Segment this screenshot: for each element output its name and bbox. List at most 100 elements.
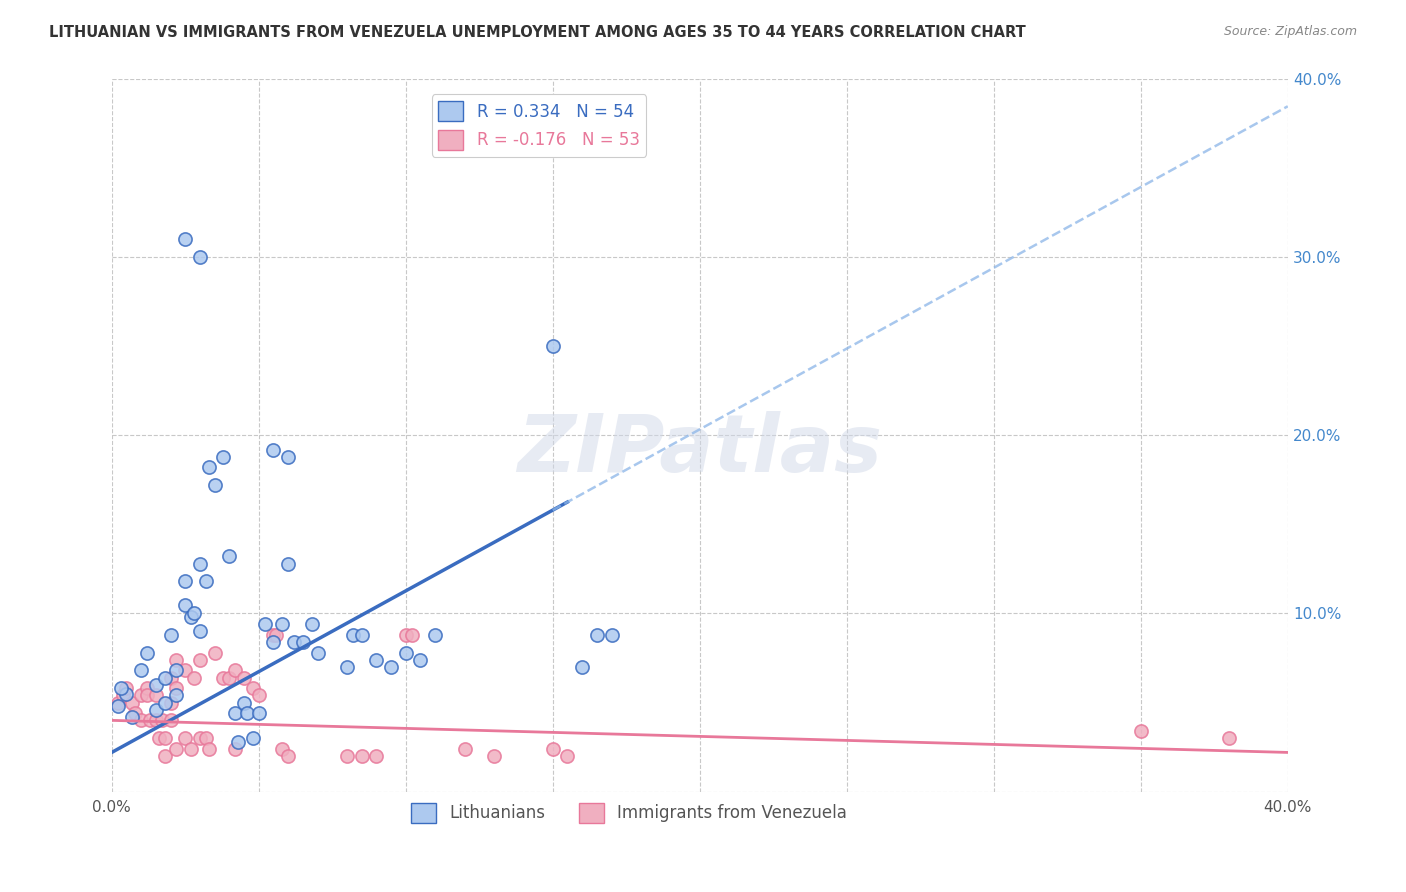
Point: [401, 628, 423, 642]
Point: [159, 628, 181, 642]
Point: [600, 628, 623, 642]
Point: [242, 681, 264, 696]
Point: [233, 696, 256, 710]
Point: [110, 681, 132, 696]
Point: [380, 660, 402, 674]
Point: [115, 681, 138, 696]
Point: [129, 689, 152, 703]
Point: [283, 635, 305, 649]
Point: [174, 598, 197, 612]
Point: [139, 714, 162, 728]
Point: [366, 653, 388, 667]
Point: [541, 742, 564, 756]
Point: [183, 607, 205, 621]
Point: [291, 635, 314, 649]
Point: [180, 610, 202, 624]
Point: [121, 710, 143, 724]
Point: [107, 699, 129, 714]
Point: [409, 653, 432, 667]
Point: [262, 635, 284, 649]
Point: [159, 714, 181, 728]
Point: [159, 671, 181, 685]
Point: [107, 696, 129, 710]
Point: [212, 671, 235, 685]
Point: [153, 749, 176, 764]
Point: [174, 574, 197, 589]
Point: [165, 742, 187, 756]
Point: [395, 646, 418, 660]
Point: [350, 628, 373, 642]
Point: [342, 628, 364, 642]
Point: [236, 706, 259, 721]
Point: [165, 681, 187, 696]
Point: [165, 664, 187, 678]
Point: [112, 689, 135, 703]
Point: [188, 731, 211, 746]
Point: [204, 478, 226, 492]
Point: [247, 689, 270, 703]
Point: [180, 742, 202, 756]
Point: [262, 442, 284, 457]
Point: [350, 749, 373, 764]
Point: [183, 671, 205, 685]
Point: [226, 735, 249, 749]
Point: [366, 749, 388, 764]
Text: LITHUANIAN VS IMMIGRANTS FROM VENEZUELA UNEMPLOYMENT AMONG AGES 35 TO 44 YEARS C: LITHUANIAN VS IMMIGRANTS FROM VENEZUELA …: [49, 25, 1026, 40]
Point: [188, 250, 211, 264]
Point: [115, 687, 138, 701]
Point: [174, 731, 197, 746]
Point: [224, 706, 246, 721]
Point: [242, 731, 264, 746]
Point: [218, 671, 240, 685]
Point: [145, 678, 167, 692]
Point: [188, 557, 211, 571]
Point: [145, 689, 167, 703]
Point: [233, 671, 256, 685]
Point: [1218, 731, 1240, 746]
Point: [188, 624, 211, 639]
Point: [224, 742, 246, 756]
Point: [301, 617, 323, 632]
Point: [336, 749, 359, 764]
Text: Source: ZipAtlas.com: Source: ZipAtlas.com: [1223, 25, 1357, 38]
Point: [224, 664, 246, 678]
Point: [197, 460, 219, 475]
Point: [129, 714, 152, 728]
Point: [124, 706, 146, 721]
Point: [218, 549, 240, 564]
Point: [262, 628, 284, 642]
Point: [557, 749, 579, 764]
Point: [174, 232, 197, 246]
Point: [423, 628, 446, 642]
Point: [150, 714, 173, 728]
Point: [307, 646, 329, 660]
Point: [271, 617, 294, 632]
Point: [277, 749, 299, 764]
Point: [541, 339, 564, 353]
Point: [145, 714, 167, 728]
Point: [277, 450, 299, 464]
Point: [395, 628, 418, 642]
Point: [153, 731, 176, 746]
Point: [145, 703, 167, 717]
Point: [266, 628, 288, 642]
Point: [148, 731, 170, 746]
Point: [153, 696, 176, 710]
Point: [336, 660, 359, 674]
Point: [204, 646, 226, 660]
Point: [136, 681, 159, 696]
Point: [165, 689, 187, 703]
Text: ZIPatlas: ZIPatlas: [517, 410, 882, 489]
Point: [482, 749, 505, 764]
Point: [129, 664, 152, 678]
Point: [253, 617, 276, 632]
Point: [571, 660, 593, 674]
Legend: Lithuanians, Immigrants from Venezuela: Lithuanians, Immigrants from Venezuela: [405, 796, 853, 830]
Point: [585, 628, 607, 642]
Point: [247, 706, 270, 721]
Point: [194, 574, 217, 589]
Point: [174, 664, 197, 678]
Point: [453, 742, 475, 756]
Point: [121, 696, 143, 710]
Point: [159, 696, 181, 710]
